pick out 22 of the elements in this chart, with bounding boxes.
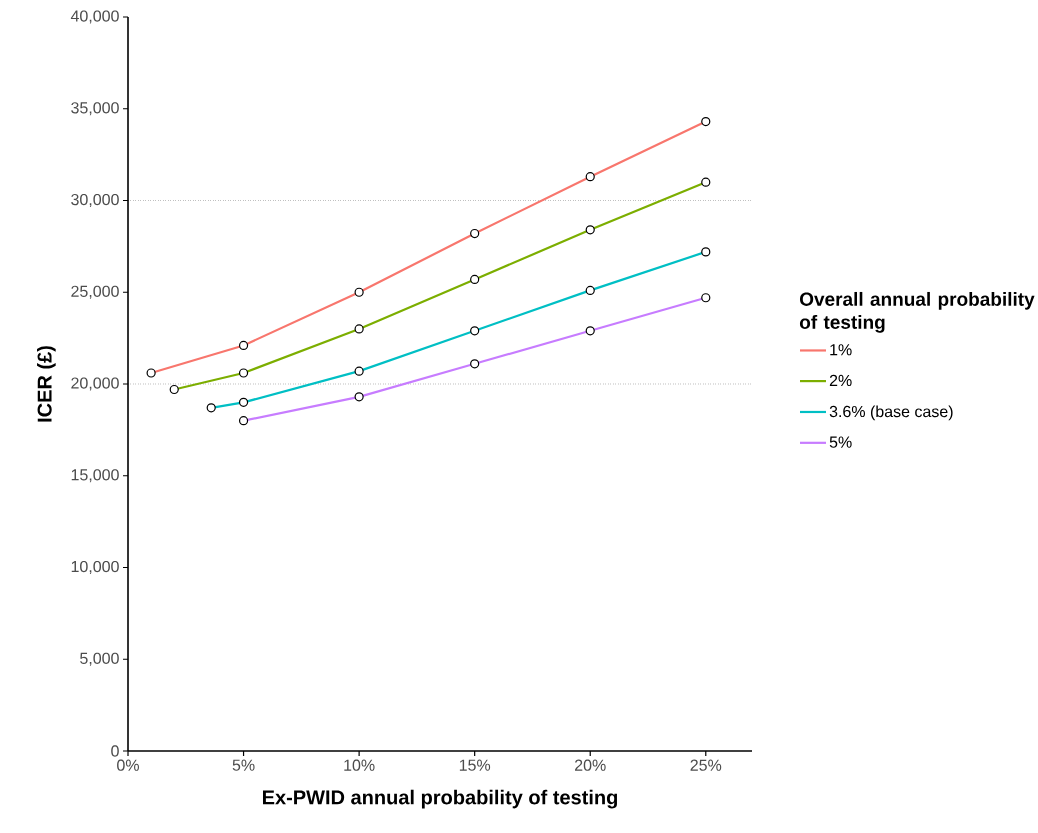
x-axis-title: Ex-PWID annual probability of testing [263, 789, 618, 809]
y-tick-label: 15,000 [71, 469, 119, 483]
y-tick-label: 0 [111, 745, 119, 757]
x-tick-label: 25% [690, 759, 722, 771]
y-tick-label: 20,000 [71, 377, 119, 391]
y-tick-label: 40,000 [70, 10, 119, 24]
legend-title: Overall annual probability of testing [799, 291, 1035, 333]
y-axis-title: ICER (£) [37, 346, 56, 422]
legend-label: 5% [829, 436, 852, 448]
x-tick-label: 5% [232, 759, 255, 771]
x-tick-label: 0% [117, 759, 139, 771]
y-tick-label: 5,000 [80, 652, 119, 666]
legend-label: 2% [829, 374, 852, 387]
y-tick-label: 10,000 [71, 560, 119, 575]
legend-label: 1% [830, 344, 852, 356]
y-tick-label: 35,000 [71, 102, 119, 116]
x-tick-label: 20% [575, 759, 606, 771]
x-tick-label: 10% [344, 759, 375, 771]
x-tick-label: 15% [459, 759, 491, 771]
legend-label: 3.6% (base case) [829, 405, 953, 421]
y-tick-label: 25,000 [71, 285, 119, 299]
y-tick-label: 30,000 [71, 193, 119, 208]
